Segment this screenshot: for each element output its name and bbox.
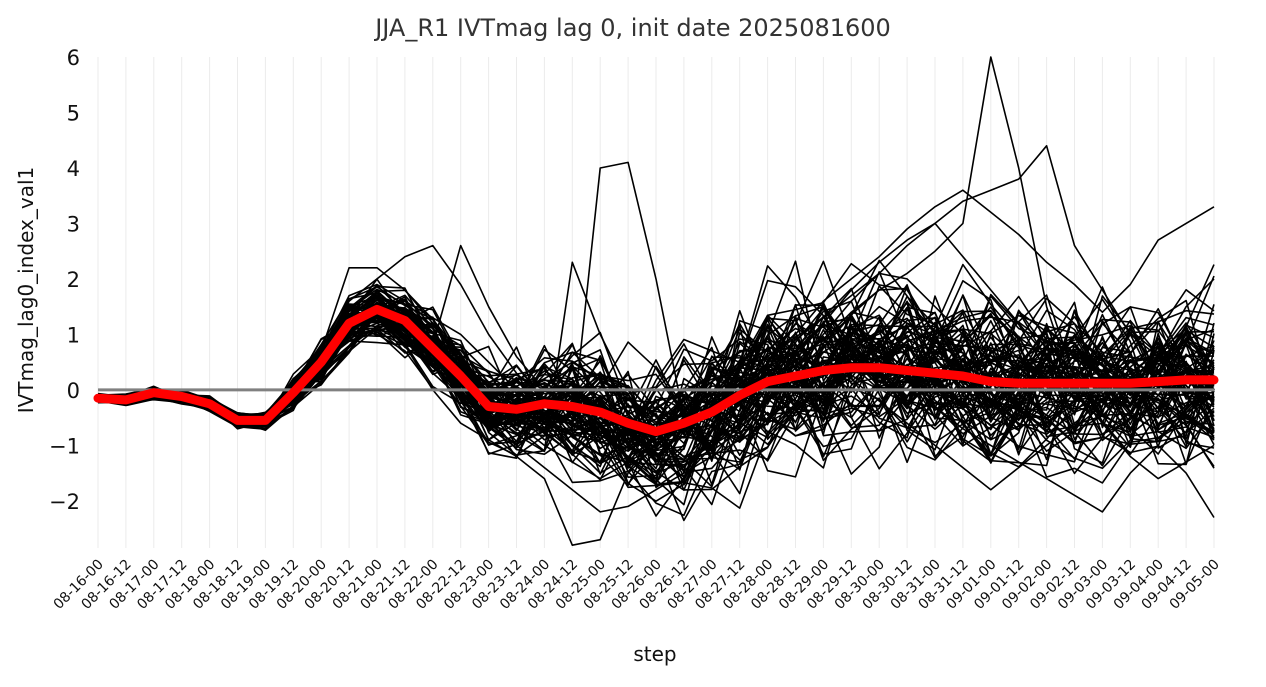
chart-title: JJA_R1 IVTmag lag 0, init date 202508160… <box>375 14 891 42</box>
ensemble-member-line <box>97 260 1215 486</box>
y-tick-label: −2 <box>49 490 80 514</box>
ensemble-member-line <box>97 307 1215 463</box>
ensemble-member-line <box>97 189 1215 474</box>
y-tick-label: −1 <box>49 434 80 458</box>
y-tick-label: 1 <box>67 323 80 347</box>
y-tick-label: 5 <box>67 101 80 125</box>
y-tick-label: 3 <box>67 212 80 236</box>
y-tick-label: 0 <box>67 379 80 403</box>
y-axis-label: IVTmag_lag0_index_val1 <box>14 166 38 414</box>
y-tick-label: 6 <box>67 46 80 70</box>
x-axis-label: step <box>633 642 677 666</box>
y-tick-label: 2 <box>67 268 80 292</box>
y-axis-label-wrap: IVTmag_lag0_index_val1 <box>14 100 56 480</box>
ensemble-mean-line <box>93 304 1219 436</box>
ensemble-member-line <box>97 332 1215 464</box>
y-tick-label: 4 <box>67 157 80 181</box>
